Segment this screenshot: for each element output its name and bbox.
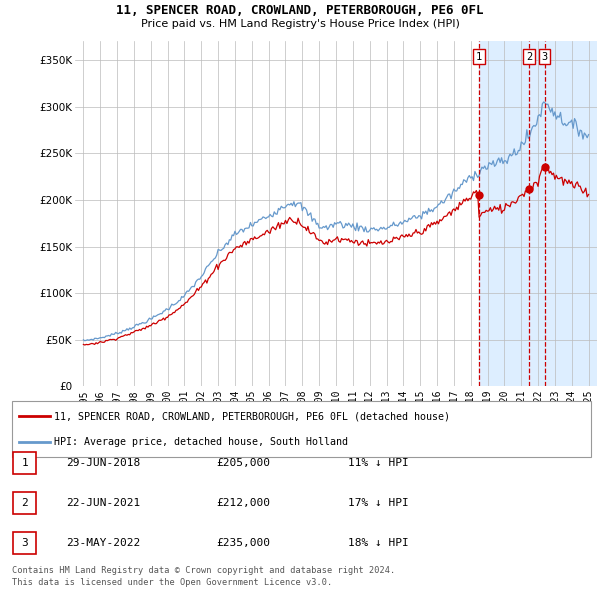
Text: Price paid vs. HM Land Registry's House Price Index (HPI): Price paid vs. HM Land Registry's House …	[140, 19, 460, 29]
Text: 11, SPENCER ROAD, CROWLAND, PETERBOROUGH, PE6 0FL: 11, SPENCER ROAD, CROWLAND, PETERBOROUGH…	[116, 4, 484, 17]
Text: Contains HM Land Registry data © Crown copyright and database right 2024.: Contains HM Land Registry data © Crown c…	[12, 566, 395, 575]
Text: HPI: Average price, detached house, South Holland: HPI: Average price, detached house, Sout…	[53, 437, 347, 447]
Text: 22-JUN-2021: 22-JUN-2021	[66, 498, 140, 507]
Text: £212,000: £212,000	[216, 498, 270, 507]
Text: 1: 1	[21, 458, 28, 468]
Text: 23-MAY-2022: 23-MAY-2022	[66, 538, 140, 548]
Text: 2: 2	[21, 498, 28, 507]
Text: £235,000: £235,000	[216, 538, 270, 548]
Bar	[479, 41, 597, 386]
FancyBboxPatch shape	[13, 491, 36, 514]
Text: 29-JUN-2018: 29-JUN-2018	[66, 458, 140, 468]
Text: 3: 3	[21, 538, 28, 548]
Text: This data is licensed under the Open Government Licence v3.0.: This data is licensed under the Open Gov…	[12, 578, 332, 588]
Text: 1: 1	[476, 52, 482, 62]
FancyBboxPatch shape	[13, 532, 36, 554]
Text: 11% ↓ HPI: 11% ↓ HPI	[348, 458, 409, 468]
FancyBboxPatch shape	[13, 452, 36, 474]
Text: 11, SPENCER ROAD, CROWLAND, PETERBOROUGH, PE6 0FL (detached house): 11, SPENCER ROAD, CROWLAND, PETERBOROUGH…	[53, 411, 449, 421]
Text: 3: 3	[542, 52, 548, 62]
Text: 18% ↓ HPI: 18% ↓ HPI	[348, 538, 409, 548]
FancyBboxPatch shape	[12, 401, 591, 457]
Text: £205,000: £205,000	[216, 458, 270, 468]
Text: 2: 2	[526, 52, 532, 62]
Text: 17% ↓ HPI: 17% ↓ HPI	[348, 498, 409, 507]
